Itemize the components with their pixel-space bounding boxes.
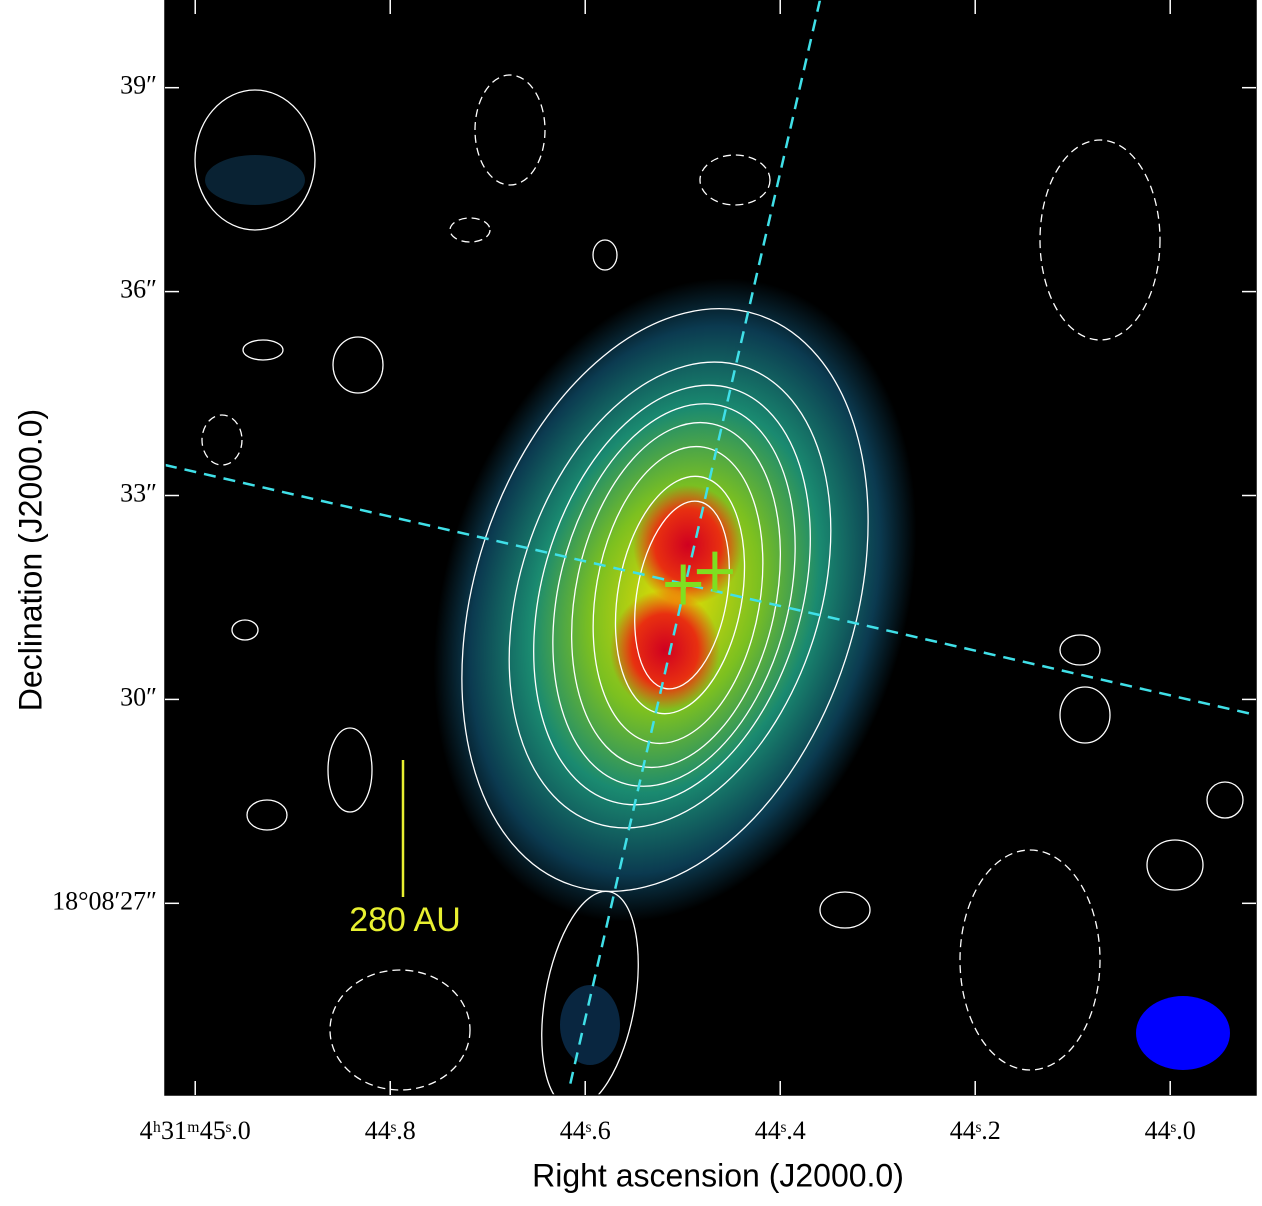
y-tick-label: 36″ (120, 275, 157, 304)
beam (1136, 996, 1230, 1070)
y-axis-title: Declination (J2000.0) (12, 409, 48, 711)
x-tick-label: 44ˢ.6 (560, 1116, 611, 1145)
y-tick-label: 33″ (120, 478, 157, 507)
frame (164, 0, 1257, 1096)
scale-bar-label: 280 AU (349, 901, 461, 939)
x-tick-label: 44ˢ.2 (950, 1116, 1001, 1145)
x-tick-label: 44ˢ.4 (755, 1116, 806, 1145)
x-tick-label: 44ˢ.8 (365, 1116, 416, 1145)
x-tick-label: 44ˢ.0 (1145, 1116, 1196, 1145)
source-cross (665, 564, 702, 605)
source-cross (696, 551, 733, 592)
y-tick-label: 30″ (120, 682, 157, 711)
y-tick-label: 39″ (120, 71, 157, 100)
emission (205, 155, 917, 1065)
x-tick-label: 4ʰ31ᵐ45ˢ.0 (140, 1116, 251, 1145)
x-axis-title: Right ascension (J2000.0) (532, 1157, 904, 1193)
y-tick-label: 18°08′27″ (52, 886, 157, 915)
axis-line (164, 463, 1257, 717)
axis-line (568, 0, 822, 1086)
